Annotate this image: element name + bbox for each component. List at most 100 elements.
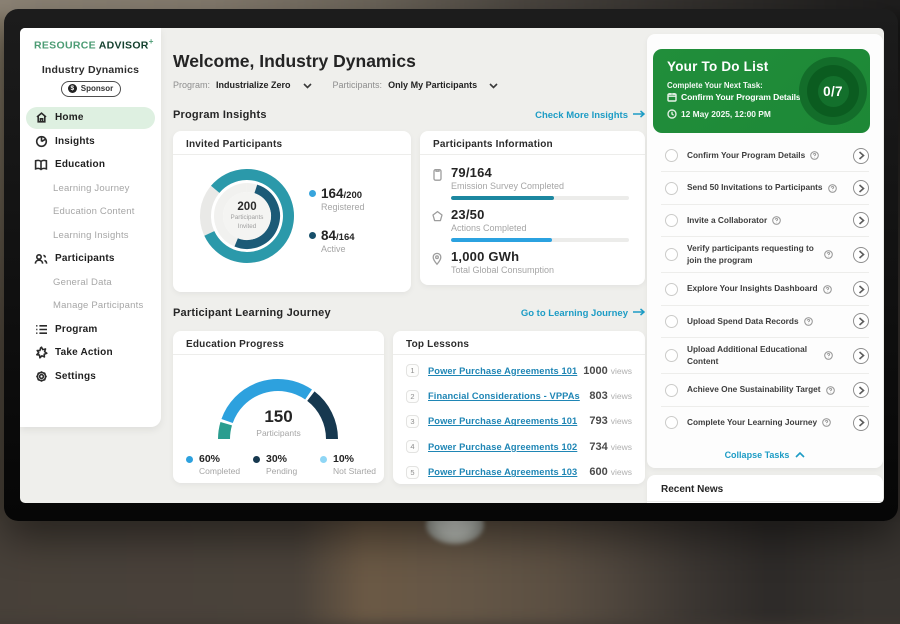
check-more-insights-link[interactable]: Check More Insights [535, 110, 646, 121]
task-open-button[interactable] [853, 414, 869, 431]
legend-total: /200 [343, 190, 363, 201]
task-checkbox[interactable] [665, 314, 678, 328]
legend-label: Completed [199, 466, 241, 476]
task-open-button[interactable] [853, 281, 869, 298]
legend-total: /164 [336, 232, 355, 243]
sidebar-item-insights[interactable]: Insights [20, 130, 161, 154]
section-title-learning-journey: Participant Learning Journey [173, 307, 331, 319]
lesson-link[interactable]: Power Purchase Agreements 101 [428, 365, 578, 376]
sidebar-item-program[interactable]: Program [20, 318, 161, 342]
sidebar-item-label: Education Content [53, 206, 135, 218]
sponsor-badge[interactable]: $ Sponsor [60, 80, 121, 97]
info-row: 79/164 Emission Survey Completed [433, 165, 632, 200]
sidebar-item-label: Learning Insights [53, 229, 129, 241]
lesson-link[interactable]: Power Purchase Agreements 102 [428, 441, 578, 452]
task-checkbox[interactable] [665, 149, 678, 163]
legend-dot [253, 456, 260, 463]
sidebar-item-settings[interactable]: Settings [20, 365, 161, 389]
help-icon[interactable] [803, 317, 813, 326]
program-filter[interactable]: Program: Industrialize Zero [173, 81, 312, 90]
legend-dot [309, 190, 316, 197]
recent-news-title: Recent News [647, 475, 883, 502]
donut-legend-item: 164/200 Registered [309, 186, 365, 212]
task-checkbox[interactable] [665, 383, 678, 397]
gauge-legend-item: 10% Not Started [320, 453, 387, 476]
invited-donut-chart: 200 Participants Invited [195, 164, 299, 268]
task-checkbox[interactable] [665, 416, 678, 430]
lesson-link[interactable]: Power Purchase Agreements 101 [428, 416, 578, 427]
sidebar-item-label: Home [55, 112, 84, 124]
help-icon[interactable] [822, 284, 832, 294]
task-open-button[interactable] [853, 180, 869, 197]
task-open-button[interactable] [853, 382, 869, 399]
calendar-icon [667, 93, 677, 102]
task-open-button[interactable] [853, 313, 869, 330]
gauge-legend-item: 60% Completed [186, 453, 253, 476]
gauge-legend-item: 30% Pending [253, 453, 320, 476]
task-checkbox[interactable] [665, 181, 678, 195]
todo-due-date: 12 May 2025, 12:00 PM [667, 109, 771, 119]
info-rows: 79/164 Emission Survey Completed 23/50 Acti… [420, 155, 645, 275]
info-value: 79/164 [451, 165, 492, 180]
lesson-views: 1000 views [583, 365, 632, 377]
legend-label: Active [321, 244, 346, 254]
lesson-views: 600 views [589, 466, 632, 478]
sidebar-item-learning-journey[interactable]: Learning Journey [20, 177, 161, 201]
views-count: 600 [589, 466, 608, 479]
sidebar-item-home[interactable]: Home [20, 106, 161, 130]
help-icon[interactable] [824, 250, 833, 260]
collapse-tasks-link[interactable]: Collapse Tasks [647, 450, 883, 460]
help-icon[interactable] [810, 151, 820, 161]
info-label: Actions Completed [451, 223, 527, 233]
monitor-bezel: RESOURCE ADVISOR+ Industry Dynamics $ Sp… [4, 9, 898, 521]
sidebar-item-general-data[interactable]: General Data [20, 271, 161, 295]
chevron-down-icon [302, 83, 312, 89]
legend-label: Pending [266, 466, 298, 476]
sidebar-item-label: Program [55, 323, 98, 335]
task-row: Upload Additional Educational Content [661, 338, 869, 375]
task-row: Verify participants requesting to join t… [661, 237, 869, 274]
views-label: views [610, 441, 632, 452]
task-open-button[interactable] [853, 246, 869, 263]
help-icon[interactable] [824, 351, 833, 361]
task-checkbox[interactable] [665, 213, 678, 227]
task-checkbox[interactable] [665, 248, 678, 262]
task-label: Achieve One Sustainability Target [687, 384, 821, 395]
info-value: 1,000 GWh [451, 249, 520, 264]
lesson-rank-badge: 2 [406, 389, 419, 403]
views-label: views [610, 467, 632, 478]
help-icon[interactable] [827, 183, 837, 193]
legend-value: 164 [321, 186, 344, 201]
views-label: views [610, 391, 632, 402]
participants-filter[interactable]: Participants: Only My Participants [333, 81, 499, 90]
views-label: views [610, 365, 632, 376]
task-open-button[interactable] [853, 347, 869, 364]
task-open-button[interactable] [853, 212, 869, 229]
help-icon[interactable] [772, 216, 782, 225]
task-open-button[interactable] [853, 147, 869, 164]
task-checkbox[interactable] [665, 349, 678, 363]
sidebar-item-take-action[interactable]: Take Action [20, 341, 161, 365]
progress-bar [451, 196, 629, 200]
lesson-row: 5 Power Purchase Agreements 103 600 views [406, 460, 632, 485]
lesson-link[interactable]: Financial Considerations - VPPAs [428, 391, 580, 402]
task-list: Confirm Your Program Details Send 50 Invi… [647, 140, 883, 439]
sidebar-item-manage-participants[interactable]: Manage Participants [20, 294, 161, 318]
sidebar-item-education[interactable]: Education [20, 153, 161, 177]
help-icon[interactable] [825, 385, 835, 395]
insights-icon [34, 134, 48, 148]
sidebar-item-learning-insights[interactable]: Learning Insights [20, 224, 161, 248]
education-progress-card: Education Progress 150 Participants 60% C… [173, 331, 384, 483]
legend-percent: 30% [266, 453, 288, 465]
sidebar-item-education-content[interactable]: Education Content [20, 200, 161, 224]
sidebar-item-participants[interactable]: Participants [20, 247, 161, 271]
help-icon[interactable] [822, 418, 832, 428]
go-to-learning-journey-link[interactable]: Go to Learning Journey [521, 308, 646, 319]
todo-title: Your To Do List [667, 59, 769, 74]
task-row: Upload Spend Data Records [661, 306, 869, 339]
lesson-rows: 1 Power Purchase Agreements 101 1000 views 2… [393, 355, 645, 485]
donut-legend: 164/200 Registered 84/164 Active [309, 186, 365, 270]
lesson-link[interactable]: Power Purchase Agreements 103 [428, 467, 578, 478]
filters-row: Program: Industrialize Zero Participants… [173, 81, 498, 90]
task-checkbox[interactable] [665, 282, 678, 296]
